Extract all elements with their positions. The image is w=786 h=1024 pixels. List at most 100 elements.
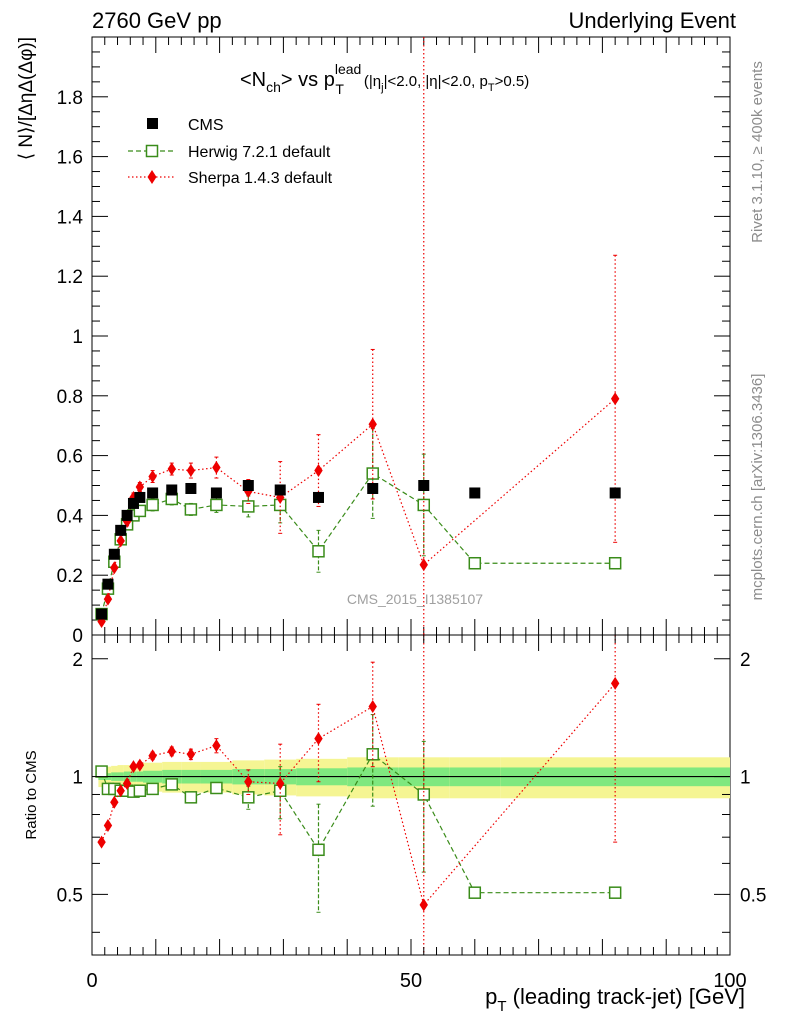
data-point-sherpa bbox=[148, 470, 157, 484]
data-point-sherpa bbox=[129, 490, 138, 504]
ratio-y-tick-label: 2 bbox=[72, 650, 83, 671]
x-label-rest: (leading track-jet) [GeV] bbox=[507, 984, 745, 1009]
data-point-herwig bbox=[184, 791, 198, 804]
analysis-watermark: CMS_2015_I1385107 bbox=[347, 591, 483, 607]
data-point-sherpa bbox=[419, 898, 428, 912]
data-point-sherpa bbox=[103, 592, 113, 606]
y-tick-label: 1.2 bbox=[57, 267, 83, 288]
data-point-sherpa bbox=[212, 461, 221, 475]
data-point-cms bbox=[147, 487, 159, 499]
data-point-herwig bbox=[312, 545, 325, 558]
y-tick-label: 0.4 bbox=[57, 506, 84, 527]
data-point-herwig bbox=[242, 791, 255, 804]
x-axis-label: pT (leading track-jet) [GeV] bbox=[485, 984, 745, 1015]
title-cuts-2: |<2.0, |η|<2.0, p bbox=[384, 73, 488, 90]
ratio-ylabel: Ratio to CMS bbox=[23, 750, 40, 839]
title-cuts-1-sub: j bbox=[380, 82, 383, 94]
main-series bbox=[95, 37, 622, 635]
x-tick-label: 100 bbox=[713, 970, 746, 992]
data-point-sherpa bbox=[368, 700, 377, 714]
ratio-y-tick-label: 1 bbox=[72, 768, 83, 789]
data-point-herwig bbox=[242, 500, 255, 513]
data-point-herwig bbox=[95, 765, 108, 778]
y-tick-label: 1.6 bbox=[57, 148, 83, 169]
y-tick-label: 0 bbox=[72, 626, 83, 647]
data-point-cms bbox=[127, 497, 139, 509]
legend-sherpa-marker bbox=[147, 170, 157, 184]
y-tick-label: 1.4 bbox=[57, 207, 84, 228]
data-point-sherpa bbox=[167, 462, 176, 476]
data-point-cms bbox=[102, 578, 114, 590]
data-point-sherpa bbox=[244, 775, 253, 789]
data-point-herwig bbox=[210, 498, 223, 512]
title-cuts-3: >0.5) bbox=[495, 73, 530, 90]
data-point-sherpa bbox=[110, 561, 119, 575]
data-point-cms bbox=[242, 480, 254, 491]
x-tick-label: 0 bbox=[86, 970, 97, 992]
data-point-sherpa bbox=[186, 747, 196, 761]
data-point-sherpa bbox=[212, 739, 221, 753]
data-point-sherpa bbox=[314, 732, 323, 746]
y-tick-label: 0.8 bbox=[57, 387, 83, 408]
data-point-sherpa bbox=[186, 464, 196, 478]
title-lead-sub: ch bbox=[266, 79, 281, 95]
data-point-sherpa bbox=[116, 534, 125, 548]
main-ylabel: ⟨ N⟩/[ΔηΔ(Δφ)] bbox=[16, 37, 37, 160]
ratio-y-tick-label-right: 0.5 bbox=[740, 885, 766, 906]
data-point-sherpa bbox=[314, 464, 323, 478]
data-point-herwig bbox=[468, 556, 482, 570]
data-point-herwig bbox=[608, 886, 622, 899]
ratio-y-tick-label-right: 1 bbox=[740, 768, 751, 789]
series-line bbox=[100, 398, 616, 622]
data-point-sherpa bbox=[103, 818, 113, 832]
data-point-cms bbox=[115, 524, 127, 536]
x-tick-label: 50 bbox=[400, 970, 422, 992]
data-point-sherpa bbox=[110, 795, 119, 809]
main-axis-ticks: 0 0.2 0.4 0.6 0.8 1 1.2 1.4 1.6 1.8 bbox=[57, 37, 731, 647]
data-point-sherpa bbox=[122, 777, 132, 791]
mcplots-label: mcplots.cern.ch [arXiv:1306.3436] bbox=[749, 374, 766, 601]
data-point-cms bbox=[96, 608, 108, 620]
data-point-cms bbox=[418, 480, 430, 491]
data-point-herwig bbox=[133, 784, 147, 797]
title-mid: > vs p bbox=[281, 69, 335, 91]
data-point-cms bbox=[108, 548, 120, 560]
x-label-p: p bbox=[485, 984, 497, 1009]
title-cuts-2-sub: T bbox=[488, 82, 495, 94]
data-point-sherpa bbox=[135, 480, 145, 494]
data-point-cms bbox=[367, 482, 379, 494]
ratio-series bbox=[95, 635, 622, 955]
data-point-sherpa bbox=[135, 758, 145, 772]
data-point-cms bbox=[469, 487, 481, 499]
legend-cms-label: CMS bbox=[188, 117, 224, 134]
data-point-sherpa bbox=[610, 392, 620, 406]
title-cuts-1: (|η bbox=[364, 73, 381, 90]
legend-sherpa-label: Sherpa 1.4.3 default bbox=[188, 170, 333, 187]
ratio-y-tick-label-right: 2 bbox=[740, 650, 751, 671]
ratio-y-tick-label: 0.5 bbox=[57, 885, 83, 906]
data-point-sherpa bbox=[276, 777, 285, 791]
data-point-herwig bbox=[133, 504, 147, 518]
data-point-cms bbox=[274, 484, 286, 496]
data-point-cms bbox=[166, 484, 178, 496]
data-point-sherpa bbox=[167, 744, 176, 758]
data-point-sherpa bbox=[97, 835, 106, 849]
title-mid-sup: lead bbox=[335, 61, 361, 77]
y-tick-label: 1.8 bbox=[57, 88, 83, 109]
data-point-herwig bbox=[165, 778, 178, 791]
x-label-sub: T bbox=[497, 998, 506, 1015]
title-lead: <N bbox=[240, 69, 266, 91]
data-point-sherpa bbox=[129, 760, 138, 774]
data-point-sherpa bbox=[368, 417, 377, 431]
main-title: <Nch> vs plead T (|ηj|<2.0, |η|<2.0, pT>0.… bbox=[240, 61, 529, 97]
data-point-herwig bbox=[468, 886, 482, 899]
data-point-cms bbox=[312, 491, 324, 503]
data-point-herwig bbox=[146, 498, 159, 512]
ratio-axis-ticks: 0 50 100 0.5 0.5 1 1 2 2 bbox=[57, 635, 766, 992]
data-point-cms bbox=[609, 487, 621, 499]
data-point-sherpa bbox=[244, 484, 253, 498]
y-tick-label: 0.2 bbox=[57, 566, 83, 587]
legend: CMS Herwig 7.2.1 default Sherpa 1.4.3 de… bbox=[128, 117, 333, 187]
legend-herwig-marker bbox=[145, 144, 159, 158]
